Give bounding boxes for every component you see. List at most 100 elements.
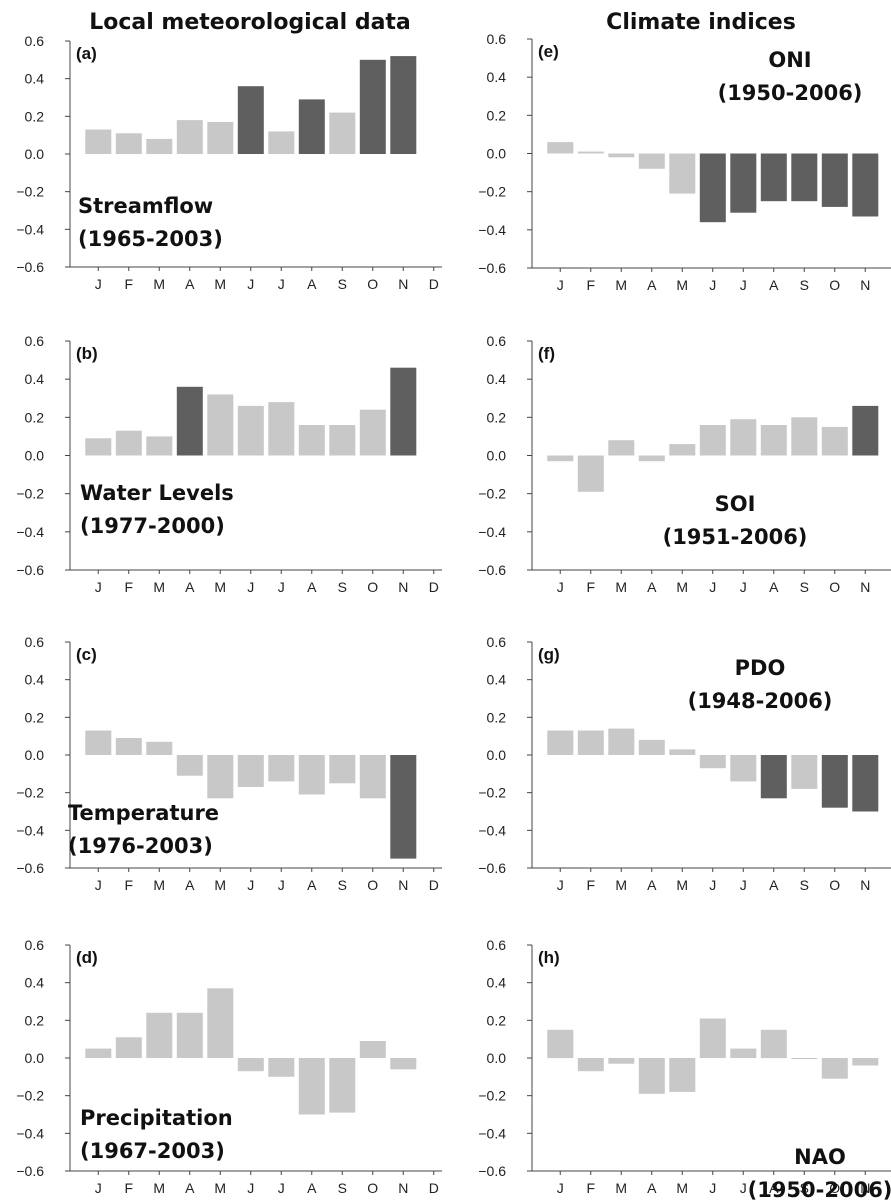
x-tick-label: N <box>398 877 408 893</box>
bar-j-1 <box>85 438 112 456</box>
y-tick-label: −0.6 <box>478 1163 506 1179</box>
bar-f-2 <box>577 455 604 492</box>
x-tick-label: S <box>800 277 809 293</box>
x-tick-label: O <box>367 1180 378 1196</box>
bar-a-8 <box>298 755 325 795</box>
x-tick-label: J <box>247 877 254 893</box>
y-tick-label: 0.4 <box>487 69 507 85</box>
series-period: (1950-2006) <box>748 1178 891 1201</box>
x-tick-label: J <box>278 276 285 292</box>
x-tick-label: M <box>676 277 688 293</box>
panel-label: (f) <box>538 344 555 363</box>
bar-j-7 <box>268 1058 295 1077</box>
x-tick-label: A <box>185 877 195 893</box>
bar-a-4 <box>638 1058 665 1094</box>
y-tick-label: 0.4 <box>25 975 45 991</box>
bar-m-5 <box>669 749 696 755</box>
x-tick-label: M <box>214 276 226 292</box>
x-tick-label: J <box>709 579 716 595</box>
x-tick-label: N <box>398 276 408 292</box>
y-tick-label: −0.2 <box>478 1088 506 1104</box>
y-tick-label: 0.0 <box>25 448 45 464</box>
x-tick-label: A <box>647 1180 657 1196</box>
bar-m-3 <box>608 1058 635 1064</box>
bar-o-10 <box>359 409 386 456</box>
x-tick-label: M <box>615 1180 627 1196</box>
bar-j-7 <box>730 419 757 456</box>
series-period: (1951-2006) <box>663 525 808 549</box>
x-tick-label: A <box>769 277 779 293</box>
x-tick-label: J <box>278 877 285 893</box>
series-period: (1950-2006) <box>718 81 863 105</box>
x-tick-label: S <box>338 276 347 292</box>
x-tick-label: F <box>124 1180 133 1196</box>
bar-j-1 <box>85 1048 112 1058</box>
y-tick-label: 0.4 <box>487 975 507 991</box>
series-period: (1977-2000) <box>80 514 225 538</box>
x-tick-label: S <box>800 1180 809 1196</box>
series-period: (1976-2003) <box>68 834 213 858</box>
y-tick-label: −0.2 <box>16 486 44 502</box>
y-tick-label: −0.4 <box>16 822 44 838</box>
bar-f-2 <box>115 430 142 456</box>
bar-j-7 <box>730 1048 757 1058</box>
y-tick-label: −0.6 <box>16 860 44 876</box>
x-tick-label: D <box>429 579 439 595</box>
series-title: NAO <box>794 1145 846 1169</box>
x-tick-label: S <box>800 579 809 595</box>
y-tick-label: 0.6 <box>25 937 45 953</box>
panel-a: 0.6 0.4 0.2 0.0 −0.2 −0.4 −0.6 J F M A M J J A S O N D (a) S… <box>16 33 442 292</box>
x-tick-label: F <box>124 877 133 893</box>
y-tick-label: 0.0 <box>25 1050 45 1066</box>
bar-a-4 <box>176 755 203 776</box>
bar-j-6 <box>699 1018 726 1058</box>
panel-label: (c) <box>76 645 97 664</box>
x-tick-label: N <box>860 877 870 893</box>
x-tick-label: M <box>214 1180 226 1196</box>
y-tick-label: −0.4 <box>478 222 506 238</box>
bar-s-9 <box>791 417 818 456</box>
x-tick-label: J <box>740 1180 747 1196</box>
y-tick-label: −0.6 <box>478 562 506 578</box>
x-tick-label: J <box>247 276 254 292</box>
y-tick-label: 0.0 <box>25 747 45 763</box>
y-tick-label: 0.0 <box>25 146 45 162</box>
y-tick-label: 0.2 <box>25 409 45 425</box>
bar-j-1 <box>547 1029 574 1059</box>
y-tick-label: −0.4 <box>478 1125 506 1141</box>
bar-j-6 <box>699 425 726 456</box>
series-period: (1965-2003) <box>78 227 223 251</box>
y-tick-label: 0.2 <box>25 108 45 124</box>
x-tick-label: A <box>647 877 657 893</box>
x-tick-label: J <box>95 1180 102 1196</box>
series-title: Streamflow <box>78 194 213 218</box>
bar-j-1 <box>547 142 574 154</box>
y-tick-label: −0.4 <box>16 1125 44 1141</box>
bar-j-7 <box>268 131 295 154</box>
y-tick-label: 0.4 <box>25 672 45 688</box>
y-tick-label: −0.2 <box>478 184 506 200</box>
x-tick-label: N <box>860 277 870 293</box>
y-tick-label: 0.4 <box>487 672 507 688</box>
x-tick-label: J <box>278 1180 285 1196</box>
bar-j-7 <box>268 402 295 456</box>
x-tick-label: M <box>615 579 627 595</box>
x-tick-label: M <box>153 579 165 595</box>
bar-m-3 <box>608 440 635 456</box>
panel-e: 0.60.40.20.0−0.2−0.4−0.6JFMAMJJASOND(e)O… <box>478 31 891 293</box>
bar-m-3 <box>146 138 173 154</box>
series-title: PDO <box>735 656 786 680</box>
y-tick-label: 0.4 <box>487 371 507 387</box>
panel-h: 0.60.40.20.0−0.2−0.4−0.6JFMAMJJASOND(h)N… <box>478 937 891 1201</box>
x-tick-label: A <box>185 276 195 292</box>
bar-f-2 <box>115 1037 142 1058</box>
bar-n-11 <box>852 1058 879 1066</box>
bar-n-11 <box>390 755 417 859</box>
panel-label: (b) <box>76 344 98 363</box>
x-tick-label: O <box>367 877 378 893</box>
x-tick-label: J <box>557 877 564 893</box>
x-tick-label: F <box>586 277 595 293</box>
x-tick-label: O <box>367 579 378 595</box>
series-title: Water Levels <box>80 481 234 505</box>
bar-o-10 <box>821 1058 848 1079</box>
